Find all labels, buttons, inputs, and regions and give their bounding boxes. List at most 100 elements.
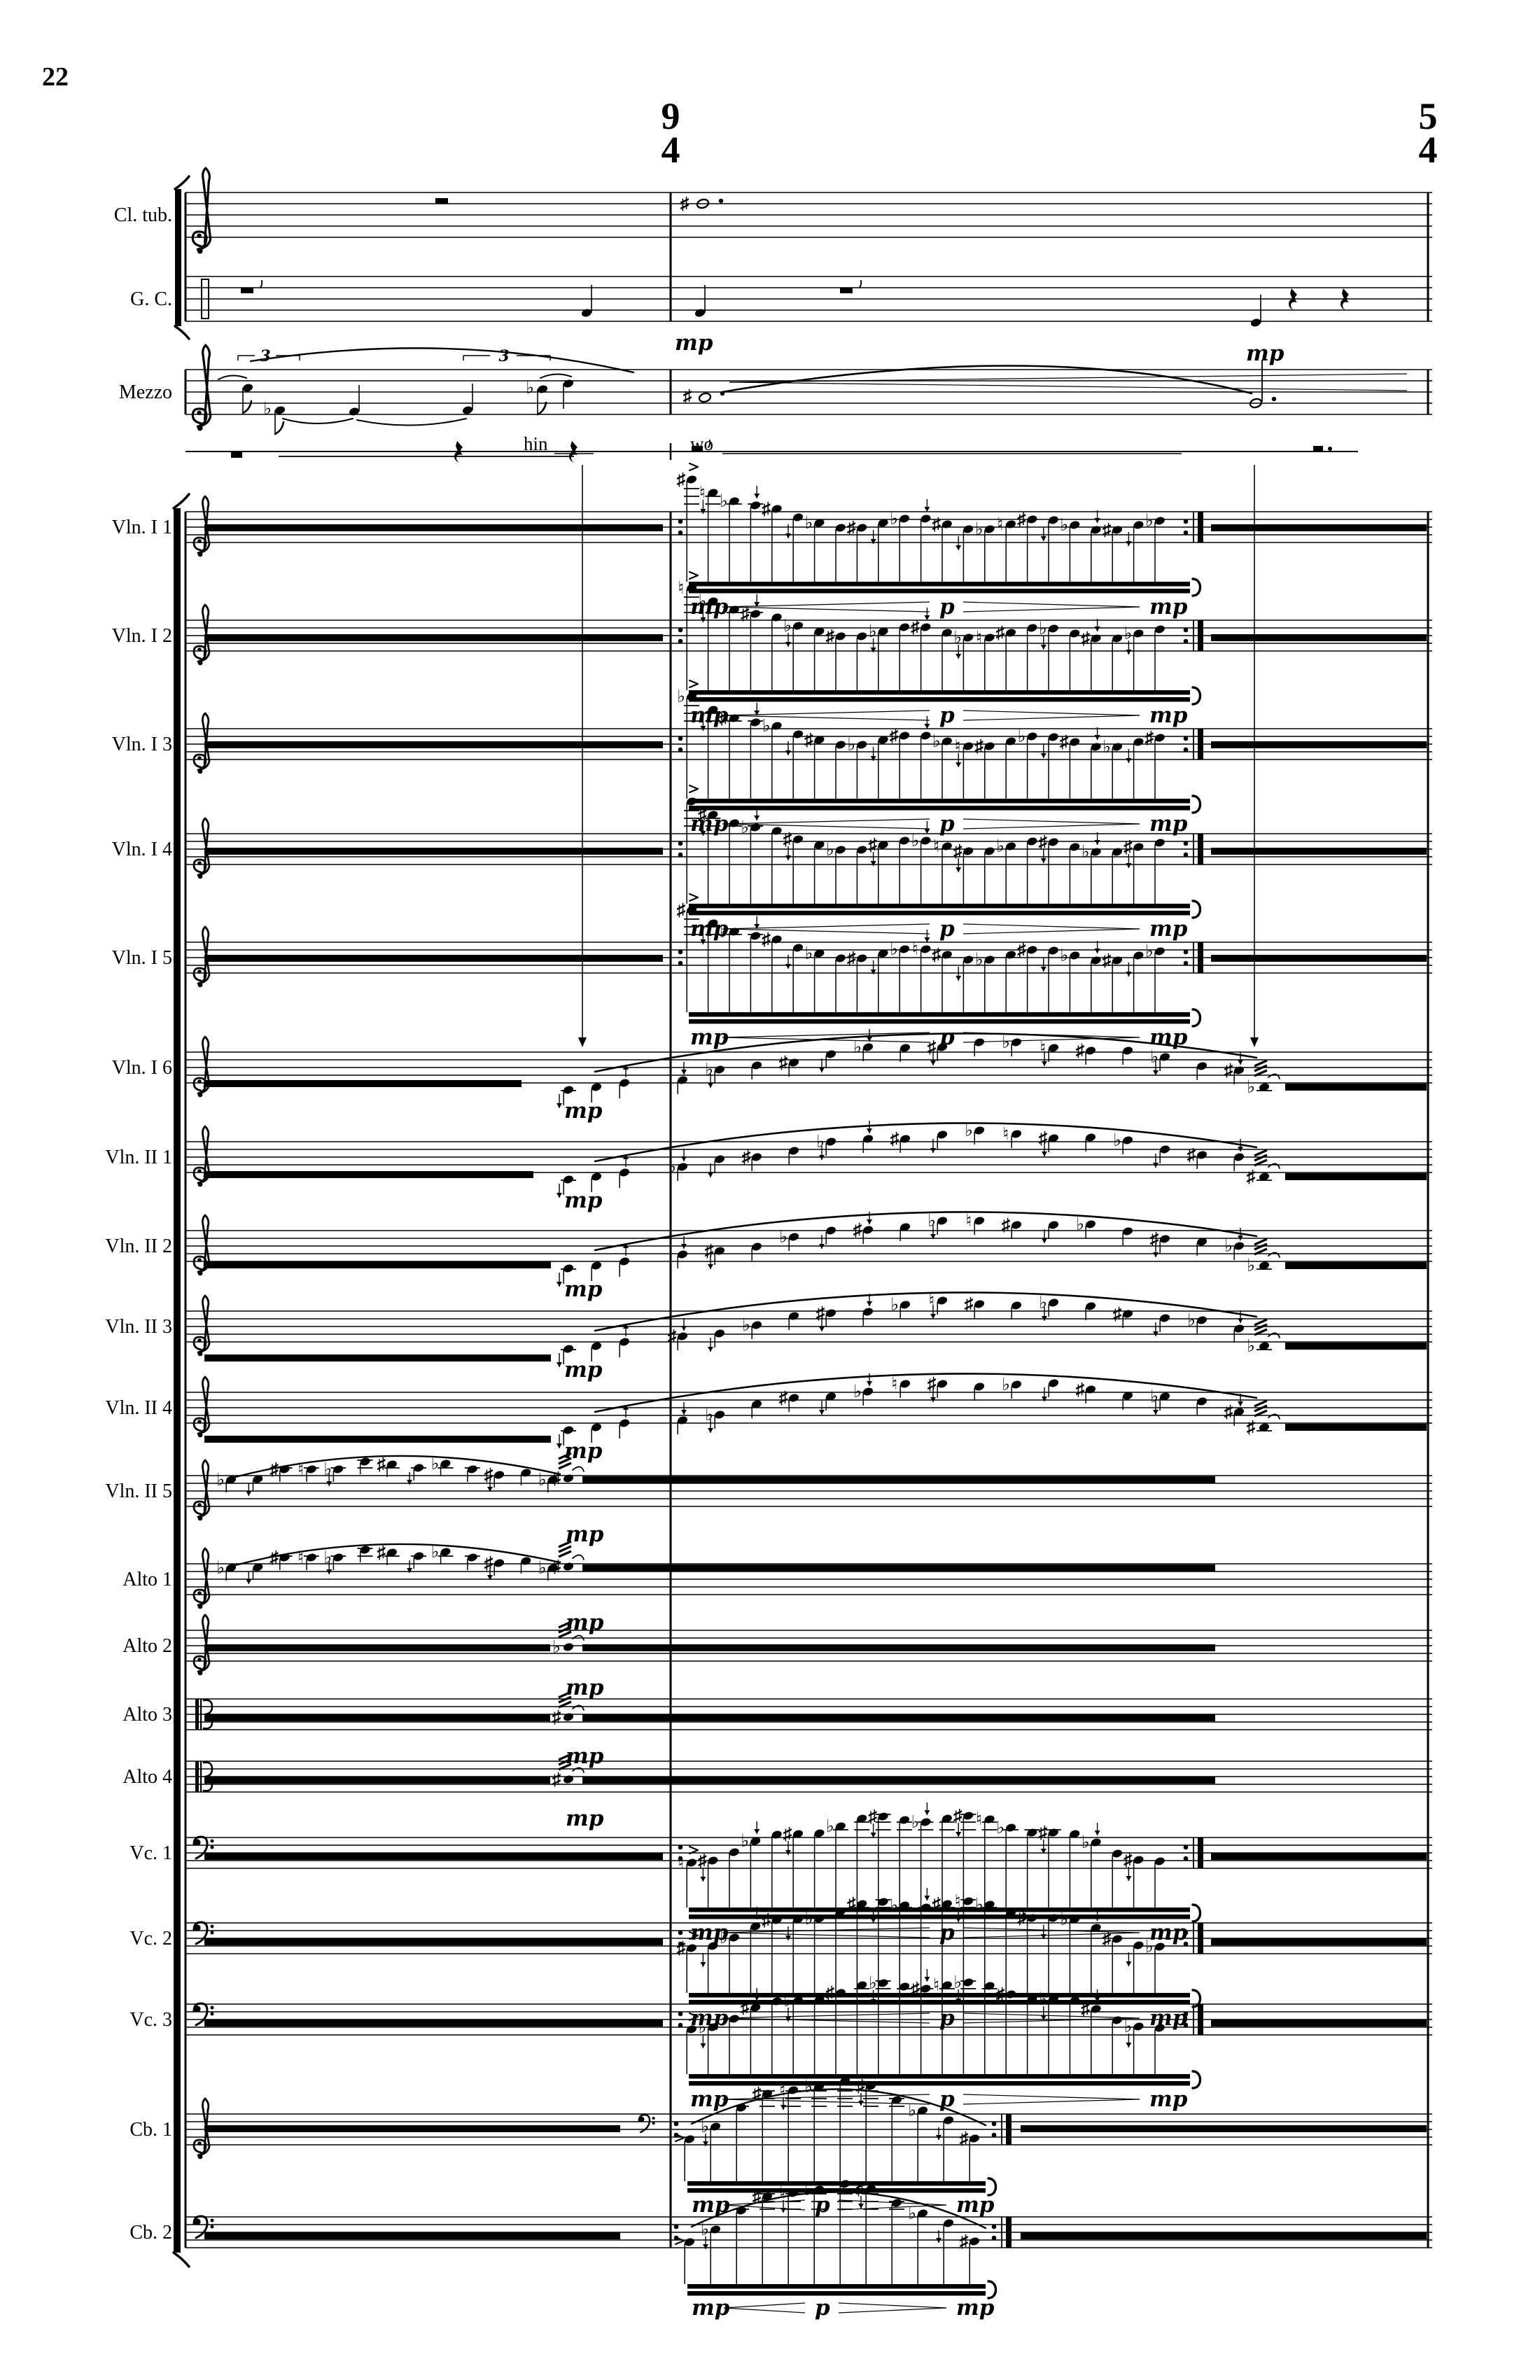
notehead xyxy=(1070,1996,1080,2005)
natural-accidental-icon: ♮ xyxy=(966,1212,972,1231)
notehead xyxy=(1070,1915,1080,1924)
repeat-dots xyxy=(678,2022,683,2028)
notehead xyxy=(857,1981,867,1989)
flat-accidental-icon: ♭ xyxy=(826,841,834,860)
notehead xyxy=(708,811,718,819)
accent-mark xyxy=(688,892,699,902)
flat-accidental-icon: ♭ xyxy=(1124,2017,1133,2036)
notehead xyxy=(825,1309,836,1317)
notehead xyxy=(1259,1172,1270,1181)
notehead xyxy=(750,718,761,727)
sharp-accidental-icon: ♯ xyxy=(779,1054,788,1072)
arrow-down-icon xyxy=(407,1480,413,1485)
flat-accidental-icon: ♭ xyxy=(1113,1131,1121,1150)
notehead xyxy=(1027,732,1037,741)
notehead xyxy=(1005,629,1016,637)
slur xyxy=(721,365,1253,395)
sharp-accidental-icon: ♯ xyxy=(1187,1146,1196,1165)
sustain-band xyxy=(1211,1938,1427,1945)
notehead xyxy=(1085,1046,1096,1055)
arrow-down-icon xyxy=(1040,645,1046,650)
notehead xyxy=(813,2082,825,2091)
beam-hook xyxy=(987,2177,997,2197)
notehead xyxy=(729,2015,739,2023)
arrow-down-icon xyxy=(924,829,930,834)
barline-thick xyxy=(1198,512,1203,542)
sharp-accidental-icon: ♯ xyxy=(683,387,692,406)
sharp-accidental-icon: ♯ xyxy=(698,1851,707,1870)
arrow-down-icon xyxy=(1042,1396,1047,1401)
repeat-dots xyxy=(678,747,683,752)
notehead xyxy=(591,1342,602,1350)
clef-dot xyxy=(197,982,203,988)
notehead xyxy=(750,501,761,510)
rest-dot xyxy=(1328,447,1332,451)
repeat-dots xyxy=(678,852,683,858)
treble-clef-icon xyxy=(192,1035,211,1098)
clef-stroke xyxy=(192,925,211,985)
sustain-band xyxy=(204,2019,663,2026)
notehead xyxy=(686,797,697,806)
sharp-accidental-icon: ♯ xyxy=(927,1038,937,1057)
bass-clef-icon xyxy=(192,2002,214,2026)
treble-clef-icon xyxy=(192,712,211,774)
notehead xyxy=(708,597,718,606)
tremolo-mark xyxy=(1254,1399,1268,1408)
arrow-down-icon xyxy=(1238,1060,1243,1065)
tremolo-mark xyxy=(558,1620,572,1629)
notehead xyxy=(835,524,846,532)
beam xyxy=(689,697,1190,702)
clef-dot xyxy=(197,769,203,774)
treble-clef-icon xyxy=(191,167,212,254)
repeat-dots xyxy=(1183,530,1189,536)
notehead xyxy=(1070,951,1080,960)
flat-accidental-icon: ♭ xyxy=(908,2101,916,2120)
clef-stroke xyxy=(192,1459,211,1518)
treble-clef-icon xyxy=(192,603,211,666)
notehead xyxy=(547,1564,558,1572)
clef-dot xyxy=(639,2116,645,2122)
beam xyxy=(689,1019,1190,1024)
bass-clef-icon xyxy=(192,1921,214,1945)
clef-dot xyxy=(197,552,203,557)
augmentation-dot xyxy=(1271,396,1277,402)
diminuendo-hairpin xyxy=(962,923,1140,930)
tie-hook xyxy=(572,1466,584,1472)
notehead xyxy=(984,742,995,750)
notehead xyxy=(899,1380,911,1388)
tremolo-mark xyxy=(558,1758,572,1766)
multirest-block xyxy=(201,279,209,319)
sustain-band xyxy=(1285,1084,1427,1091)
notehead xyxy=(814,736,825,744)
arrow-down-icon xyxy=(1040,1849,1046,1854)
cue-arrow-down-icon xyxy=(1250,1037,1259,1047)
slur xyxy=(594,1122,1258,1163)
notehead xyxy=(857,1900,867,1908)
diminuendo-hairpin xyxy=(962,928,1140,934)
diminuendo-hairpin xyxy=(962,606,1140,612)
sharp-accidental-icon: ♯ xyxy=(1224,1403,1233,1422)
flat-accidental-icon: ♭ xyxy=(762,717,771,736)
notehead xyxy=(563,1474,574,1483)
flat-accidental-icon: ♭ xyxy=(953,1973,962,1992)
notehead xyxy=(729,606,739,614)
arrow-down-icon xyxy=(487,1575,493,1580)
notehead xyxy=(349,407,360,416)
treble-clef-icon xyxy=(192,817,211,879)
sharp-accidental-icon: ♯ xyxy=(552,1708,561,1727)
arrow-down-icon xyxy=(870,969,876,974)
breath-tick xyxy=(859,280,862,288)
beam xyxy=(689,582,1190,587)
arrow-down-icon xyxy=(407,1568,413,1573)
clef-dot xyxy=(197,861,202,865)
sharp-accidental-icon: ♯ xyxy=(927,1375,937,1394)
arrow-down-icon xyxy=(924,1810,930,1815)
sharp-accidental-icon: ♯ xyxy=(974,737,983,756)
staff-label: Vc. 2 xyxy=(130,1928,172,1949)
natural-accidental-icon: ♮ xyxy=(678,579,685,598)
flat-accidental-icon: ♭ xyxy=(1224,1237,1233,1256)
dynamic-mark: p xyxy=(939,703,955,728)
repeat-dots xyxy=(678,1930,683,1935)
accent-mark xyxy=(674,2236,685,2246)
clef-dot xyxy=(194,1839,201,1846)
